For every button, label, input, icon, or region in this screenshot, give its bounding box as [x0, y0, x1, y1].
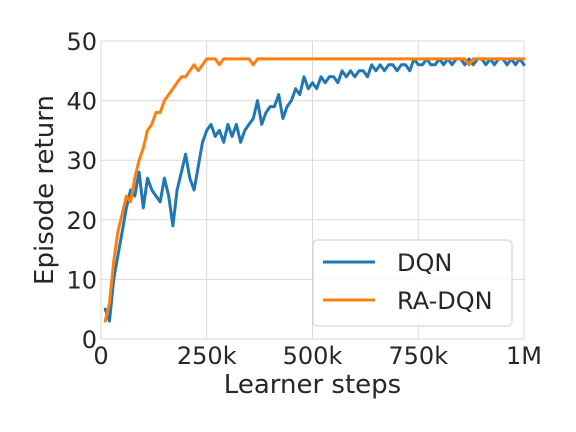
y-tick-label: 50: [66, 28, 97, 56]
y-axis-title: Episode return: [30, 95, 60, 285]
y-tick-label: 20: [66, 207, 97, 235]
y-tick-label: 10: [66, 266, 97, 294]
y-tick-label: 40: [66, 88, 97, 116]
legend: DQN RA-DQN: [312, 239, 513, 327]
series-lines: [103, 57, 526, 323]
axes: 0 250k 500k 750k 1M 0 10 20 30 40 50: [66, 28, 542, 370]
legend-label-dqn: DQN: [397, 249, 452, 277]
y-tick-label: 0: [82, 326, 97, 354]
x-axis-title: Learner steps: [224, 370, 401, 400]
x-tick-label: 250k: [177, 342, 237, 370]
y-tick-label: 30: [66, 147, 97, 175]
series-line-dqn: [103, 57, 526, 323]
grid-lines: [100, 40, 525, 340]
x-tick-label: 1M: [506, 342, 542, 370]
legend-label-ra-dqn: RA-DQN: [397, 287, 493, 315]
x-tick-label: 0: [93, 342, 108, 370]
x-tick-label: 500k: [283, 342, 343, 370]
series-line-ra-dqn: [103, 57, 526, 323]
x-tick-label: 750k: [388, 342, 448, 370]
